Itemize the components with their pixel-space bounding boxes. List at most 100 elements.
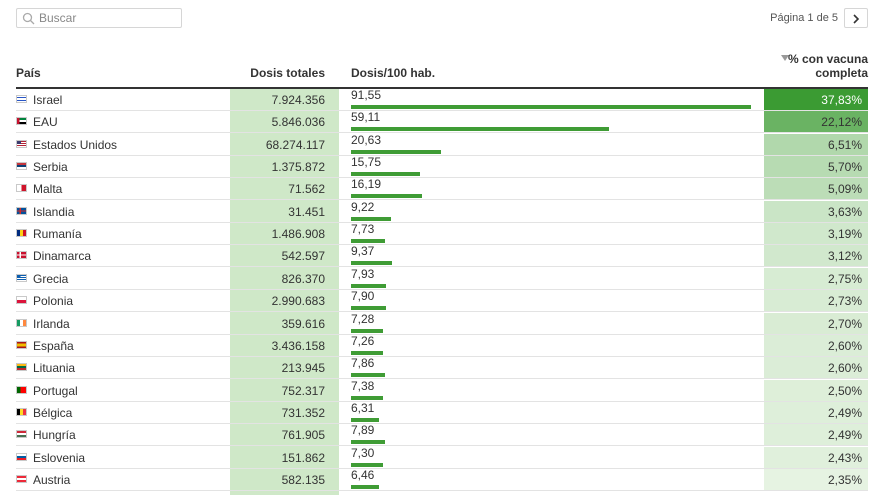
doses-per-100-bar (351, 350, 383, 355)
doses-per-100: 15,75 (351, 155, 382, 170)
serbia-flag-icon (16, 162, 27, 171)
doses-per-100-bar (351, 194, 422, 199)
percent-fully-vaccinated: 37,83% (764, 89, 868, 110)
header-pct-line1[interactable]: % con vacuna (787, 52, 868, 66)
country-name: Grecia (33, 271, 69, 286)
country-name: Eslovenia (33, 450, 86, 465)
table-row: Irlanda 359.616 7,28 2,70% (16, 312, 868, 335)
country-name: Lituania (33, 361, 76, 376)
table-row: Lituania 213.945 7,86 2,60% (16, 356, 868, 380)
doses-per-100-bar (351, 172, 420, 177)
doses-per-100-bar (351, 261, 392, 266)
country-name: Rumanía (33, 227, 82, 242)
doses-per-100: 9,22 (351, 199, 375, 214)
doses-per-100-bar (351, 484, 379, 489)
total-doses: 31.451 (288, 204, 325, 219)
doses-per-100: 9,37 (351, 244, 375, 259)
percent-fully-vaccinated: 2,70% (764, 312, 868, 334)
header-pct-line2[interactable]: completa (815, 66, 868, 80)
total-doses: 542.597 (281, 249, 325, 264)
total-doses: 731.352 (281, 405, 325, 420)
percent-fully-vaccinated: 2,60% (764, 334, 868, 356)
search-icon (22, 12, 35, 25)
percent-fully-vaccinated: 2,60% (764, 357, 868, 379)
chevron-right-icon (853, 14, 860, 24)
doses-per-100: 7,26 (351, 333, 375, 348)
sort-descending-icon[interactable] (781, 55, 789, 62)
doses-per-100: 91,55 (351, 88, 382, 102)
percent-fully-vaccinated: 3,63% (764, 200, 868, 222)
percent-fully-vaccinated: 2,75% (764, 267, 868, 289)
table-row: Malta 71.562 16,19 5,09% (16, 177, 868, 201)
percent-fully-vaccinated: 2,49% (764, 424, 868, 446)
denmark-flag-icon (16, 251, 27, 260)
doses-per-100: 59,11 (351, 110, 381, 125)
doses-per-100-bar (351, 417, 379, 422)
header-divider (16, 87, 868, 89)
doses-per-100-bar (351, 149, 441, 154)
doses-per-100: 20,63 (351, 132, 382, 147)
doses-per-100: 7,89 (351, 423, 375, 438)
total-doses: 1.375.872 (271, 160, 325, 175)
percent-fully-vaccinated: 3,12% (764, 245, 868, 267)
percent-fully-vaccinated: 22,12% (764, 111, 868, 133)
page-indicator: Página 1 de 5 (770, 12, 838, 24)
total-doses: 582.135 (281, 472, 325, 487)
country-name: Polonia (33, 294, 74, 309)
total-doses: 3.436.158 (271, 338, 325, 353)
austria-flag-icon (16, 474, 27, 483)
header-country[interactable]: País (16, 66, 41, 80)
total-doses: 359.616 (281, 316, 325, 331)
table-row: Bélgica 731.352 6,31 2,49% (16, 401, 868, 424)
table-row: Serbia 1.375.872 15,75 5,70% (16, 155, 868, 179)
percent-fully-vaccinated: 2,35% (764, 468, 868, 490)
total-doses: 213.945 (281, 361, 325, 376)
country-name: España (33, 338, 74, 353)
total-doses: 752.317 (281, 383, 325, 398)
search-box[interactable] (16, 8, 182, 28)
header-per100[interactable]: Dosis/100 hab. (351, 66, 436, 80)
country-name: Hungría (33, 428, 76, 443)
table-row: Grecia 826.370 7,93 2,75% (16, 267, 868, 290)
country-name: Irlanda (33, 316, 70, 331)
uae-flag-icon (16, 117, 27, 126)
doses-per-100-bar (351, 395, 383, 400)
table-row: Portugal 752.317 7,38 2,50% (16, 378, 868, 402)
country-name: Israel (33, 93, 63, 107)
doses-per-100-bar (351, 283, 386, 288)
doses-per-100-bar (351, 328, 383, 333)
doses-per-100-bar (351, 373, 385, 378)
total-doses: 761.905 (281, 428, 325, 443)
hungary-flag-icon (16, 430, 27, 439)
percent-fully-vaccinated: 2,43% (764, 446, 868, 468)
table-row: Rumanía 1.486.908 7,73 3,19% (16, 222, 868, 246)
percent-fully-vaccinated: 5,09% (764, 178, 868, 200)
doses-per-100-bar (351, 440, 385, 445)
doses-per-100: 6,46 (351, 467, 375, 482)
doses-per-100: 7,38 (351, 378, 375, 393)
search-input[interactable] (39, 10, 177, 26)
next-page-button[interactable] (844, 8, 868, 28)
usa-flag-icon (16, 139, 27, 148)
total-doses: 1.486.908 (271, 227, 325, 242)
header-total[interactable]: Dosis totales (250, 66, 325, 80)
spain-flag-icon (16, 340, 27, 349)
country-name: Serbia (33, 160, 68, 175)
total-doses: 68.274.117 (265, 137, 325, 152)
romania-flag-icon (16, 229, 27, 238)
greece-flag-icon (16, 273, 27, 282)
total-doses: 151.862 (281, 450, 325, 465)
table-row: Polonia 2.990.683 7,90 2,73% (16, 289, 868, 313)
ireland-flag-icon (16, 318, 27, 327)
poland-flag-icon (16, 296, 27, 305)
country-name: Islandia (33, 204, 75, 219)
table-row: EAU 5.846.036 59,11 22,12% (16, 110, 868, 134)
country-name: Estados Unidos (33, 137, 118, 152)
table-row: Israel 7.924.356 91,55 37,83% (16, 88, 868, 111)
malta-flag-icon (16, 184, 27, 193)
belgium-flag-icon (16, 407, 27, 416)
country-name: Bélgica (33, 405, 73, 420)
doses-per-100-bar (351, 216, 391, 221)
percent-fully-vaccinated: 5,70% (764, 156, 868, 178)
table-row: Islandia 31.451 9,22 3,63% (16, 199, 868, 223)
